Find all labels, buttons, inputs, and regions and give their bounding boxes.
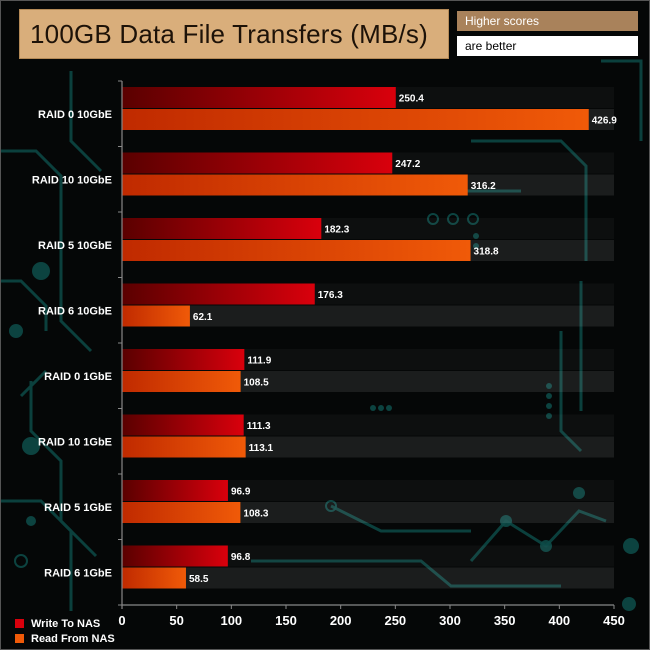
- x-tick-label: 50: [169, 613, 183, 628]
- chart-title: 100GB Data File Transfers (MB/s): [30, 19, 428, 49]
- bar-read: [122, 567, 186, 589]
- bar-read: [122, 436, 246, 458]
- category-label: RAID 6 10GbE: [38, 305, 112, 317]
- bar-write: [122, 218, 322, 239]
- data-label-write: 250.4: [399, 94, 424, 105]
- x-tick-label: 450: [603, 613, 625, 628]
- category-label: RAID 10 10GbE: [32, 174, 112, 186]
- legend-swatch-write: [15, 619, 24, 628]
- x-tick-label: 250: [384, 613, 406, 628]
- category-label: RAID 5 1GbE: [44, 502, 112, 514]
- data-label-write: 176.3: [318, 290, 343, 301]
- data-label-read: 58.5: [189, 574, 209, 585]
- track-band: [122, 502, 614, 523]
- data-label-write: 247.2: [395, 159, 420, 170]
- x-tick-label: 350: [494, 613, 516, 628]
- category-label: RAID 0 1GbE: [44, 371, 112, 383]
- higher-scores-note: Higher scores: [457, 11, 638, 31]
- data-label-read: 426.9: [592, 116, 617, 127]
- data-label-write: 96.9: [231, 487, 251, 498]
- track-band: [122, 371, 614, 392]
- x-tick-label: 0: [118, 613, 125, 628]
- category-label: RAID 6 1GbE: [44, 567, 112, 579]
- x-tick-label: 150: [275, 613, 297, 628]
- track-band: [122, 567, 614, 589]
- bar-write: [122, 283, 315, 305]
- track-band: [122, 305, 614, 327]
- bar-read: [122, 240, 471, 261]
- bar-write: [122, 480, 228, 501]
- bar-write: [122, 414, 244, 436]
- x-tick-label: 400: [548, 613, 570, 628]
- data-label-write: 111.9: [247, 356, 271, 367]
- legend-swatch-read: [15, 634, 24, 643]
- bar-write: [122, 87, 396, 108]
- category-label: RAID 5 10GbE: [38, 240, 112, 252]
- bar-read: [122, 305, 190, 327]
- data-label-read: 318.8: [474, 247, 499, 258]
- legend-label-write: Write To NAS: [31, 617, 101, 630]
- bar-write: [122, 545, 228, 567]
- bar-read: [122, 174, 468, 196]
- are-better-note: are better: [457, 36, 638, 56]
- data-label-write: 182.3: [324, 225, 349, 236]
- legend-item-read: Read From NAS: [15, 631, 115, 646]
- bar-read: [122, 109, 589, 130]
- title-box: 100GB Data File Transfers (MB/s): [19, 9, 449, 59]
- data-label-read: 62.1: [193, 312, 213, 323]
- legend-item-write: Write To NAS: [15, 616, 115, 631]
- bar-write: [122, 349, 245, 370]
- category-label: RAID 10 1GbE: [38, 436, 112, 448]
- bar-read: [122, 371, 241, 392]
- x-tick-label: 100: [220, 613, 242, 628]
- data-label-read: 113.1: [249, 443, 274, 454]
- legend-label-read: Read From NAS: [31, 632, 115, 645]
- bar-write: [122, 152, 393, 174]
- category-label: RAID 0 10GbE: [38, 109, 112, 121]
- data-label-write: 111.3: [247, 421, 271, 432]
- bar-read: [122, 502, 241, 523]
- data-label-write: 96.8: [231, 552, 251, 563]
- data-label-read: 316.2: [471, 181, 496, 192]
- legend: Write To NAS Read From NAS: [15, 616, 115, 646]
- x-tick-label: 300: [439, 613, 461, 628]
- data-label-read: 108.5: [244, 378, 269, 389]
- x-tick-label: 200: [330, 613, 352, 628]
- data-label-read: 108.3: [243, 509, 268, 520]
